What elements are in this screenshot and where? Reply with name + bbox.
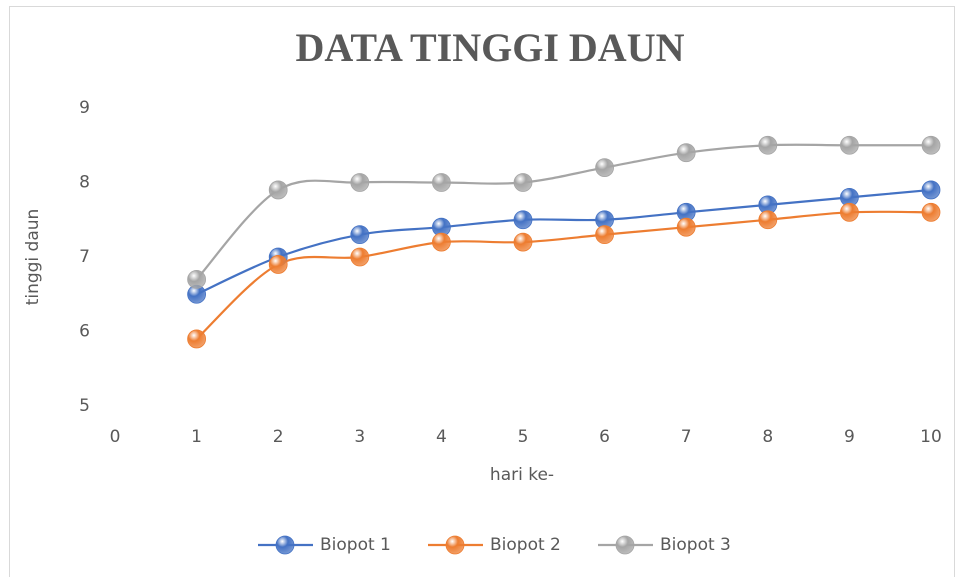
legend-label: Biopot 1 bbox=[320, 535, 391, 555]
x-tick-label: 3 bbox=[354, 427, 365, 447]
data-point bbox=[921, 202, 941, 222]
data-point bbox=[350, 173, 370, 192]
y-tick-label: 8 bbox=[79, 173, 90, 193]
y-tick-label: 7 bbox=[79, 247, 90, 267]
data-point bbox=[268, 255, 288, 274]
y-tick-label: 9 bbox=[79, 98, 90, 118]
data-point bbox=[758, 210, 778, 230]
data-point bbox=[595, 225, 614, 245]
data-point bbox=[350, 247, 370, 267]
data-point bbox=[840, 202, 859, 222]
data-point bbox=[187, 329, 207, 349]
y-tick-label: 6 bbox=[79, 322, 90, 342]
x-tick-label: 9 bbox=[844, 427, 855, 447]
data-point bbox=[431, 173, 451, 192]
data-point bbox=[921, 180, 941, 200]
y-tick-label: 5 bbox=[79, 396, 90, 416]
data-point bbox=[921, 135, 941, 155]
series-line bbox=[195, 143, 931, 281]
data-point bbox=[513, 232, 533, 252]
series-line bbox=[196, 188, 932, 296]
data-point bbox=[268, 180, 288, 200]
legend-marker bbox=[445, 535, 465, 555]
chart-title: DATA TINGGI DAUN bbox=[296, 25, 685, 70]
data-point bbox=[595, 158, 614, 178]
x-tick-label: 10 bbox=[920, 427, 942, 447]
x-tick-label: 8 bbox=[762, 427, 773, 447]
data-point bbox=[513, 210, 533, 230]
x-tick-label: 4 bbox=[436, 427, 447, 447]
chart-frame bbox=[9, 6, 955, 577]
y-axis-label: tinggi daun bbox=[23, 209, 43, 306]
legend-label: Biopot 2 bbox=[490, 535, 561, 555]
x-axis-label: hari ke- bbox=[490, 465, 554, 485]
data-point bbox=[187, 269, 207, 289]
x-tick-label: 0 bbox=[110, 427, 121, 447]
x-tick-label: 1 bbox=[191, 427, 202, 447]
data-point bbox=[350, 225, 370, 245]
x-tick-label: 2 bbox=[273, 427, 284, 447]
legend-label: Biopot 3 bbox=[660, 535, 731, 555]
data-point bbox=[758, 135, 778, 155]
legend-marker bbox=[275, 535, 295, 555]
data-point bbox=[840, 135, 859, 155]
x-tick-label: 7 bbox=[681, 427, 692, 447]
data-point bbox=[513, 173, 533, 192]
data-point bbox=[431, 232, 451, 252]
legend-marker bbox=[615, 535, 635, 555]
data-point bbox=[676, 143, 696, 163]
data-point bbox=[676, 217, 696, 237]
x-tick-label: 6 bbox=[599, 427, 610, 447]
series-line bbox=[195, 210, 932, 340]
x-tick-label: 5 bbox=[518, 427, 529, 447]
